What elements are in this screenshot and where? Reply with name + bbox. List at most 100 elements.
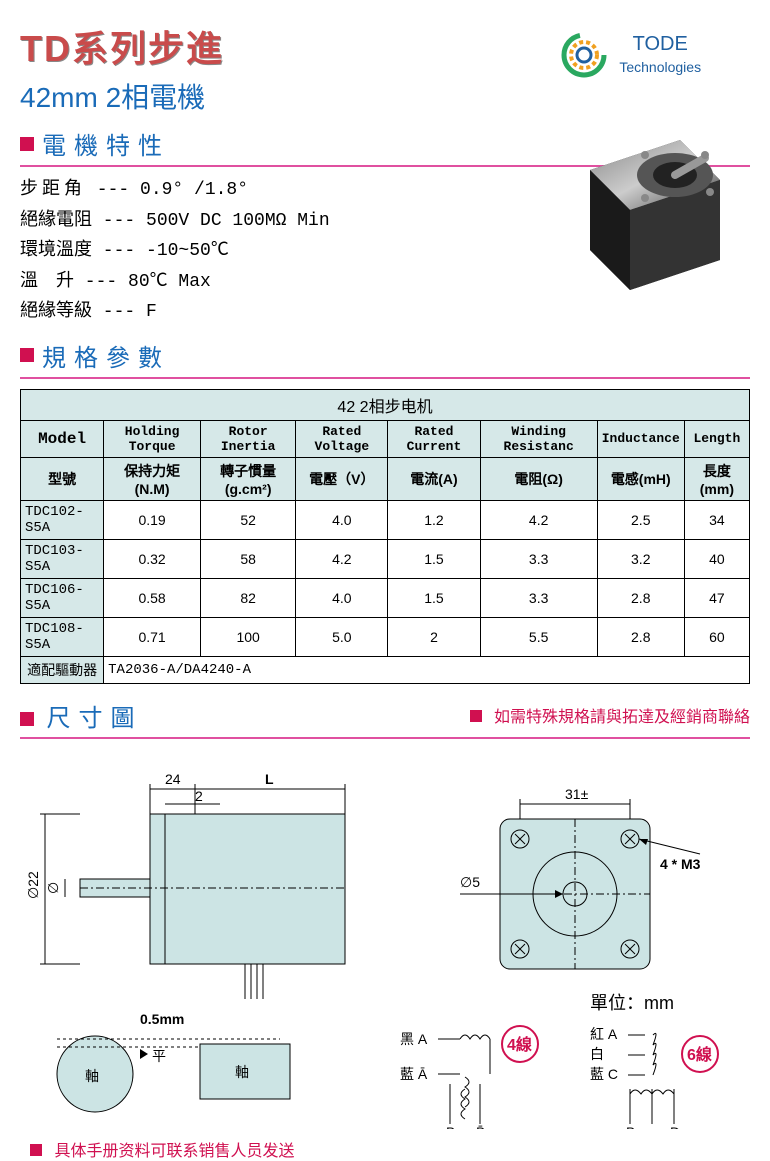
cell-value: 5.5 xyxy=(480,617,597,656)
table-title: 42 2相步电机 xyxy=(21,389,750,420)
cell-value: 40 xyxy=(684,539,749,578)
dimension-drawings: 24 L 2 ∅22 ∅ 31± ∅5 4 * M3 單位：mm 0.5mm 軸 xyxy=(20,749,750,1129)
cell-value: 52 xyxy=(201,500,296,539)
section-params: 規格參數 xyxy=(42,338,170,373)
cell-model: TDC108-S5A xyxy=(21,617,104,656)
cell-value: 2.5 xyxy=(597,500,684,539)
svg-text:∅22: ∅22 xyxy=(25,871,41,899)
spec-value: 500V DC 100MΩ Min xyxy=(146,211,330,231)
cell-value: 60 xyxy=(684,617,749,656)
side-view-drawing: 24 L 2 ∅22 ∅ xyxy=(25,771,345,999)
cell-value: 1.2 xyxy=(388,500,480,539)
spec-value: -10~50℃ xyxy=(146,241,229,261)
cell-value: 0.32 xyxy=(104,539,201,578)
cell-value: 4.2 xyxy=(480,500,597,539)
driver-value: TA2036-A/DA4240-A xyxy=(104,656,750,683)
bullet-icon xyxy=(20,348,34,362)
spec-label: 絕緣電阻 xyxy=(20,211,92,231)
bullet-icon xyxy=(470,710,482,722)
cell-model: TDC102-S5A xyxy=(21,500,104,539)
cell-value: 2.8 xyxy=(597,617,684,656)
unit-label: 單位：mm xyxy=(590,993,674,1013)
cell-value: 34 xyxy=(684,500,749,539)
cell-value: 4.0 xyxy=(296,578,388,617)
cell-value: 82 xyxy=(201,578,296,617)
wiring-4: 黑 A 4線 藍 Ā B B̄ 白 綠 xyxy=(400,1026,538,1129)
cell-value: 58 xyxy=(201,539,296,578)
table-header-cn: 型號 保持力矩 (N.M) 轉子慣量 (g.cm²) 電壓（V） 電流(A) 電… xyxy=(21,457,750,500)
svg-text:黑 A: 黑 A xyxy=(400,1031,428,1047)
col-header: 電感(mH) xyxy=(597,457,684,500)
cell-value: 100 xyxy=(201,617,296,656)
col-header: Rated Voltage xyxy=(296,420,388,457)
svg-text:B: B xyxy=(446,1124,455,1129)
spec-label: 溫 升 xyxy=(20,272,74,292)
cell-value: 4.2 xyxy=(296,539,388,578)
bullet-icon xyxy=(20,712,34,726)
cell-value: 3.3 xyxy=(480,578,597,617)
section-dimensions: 尺寸圖 xyxy=(46,705,142,732)
cell-value: 3.2 xyxy=(597,539,684,578)
table-row: TDC108-S5A0.711005.025.52.860 xyxy=(21,617,750,656)
logo-icon xyxy=(559,30,609,80)
svg-text:D: D xyxy=(670,1124,680,1129)
svg-text:紅 A: 紅 A xyxy=(590,1026,618,1042)
cell-value: 2 xyxy=(388,617,480,656)
col-header: 長度(mm) xyxy=(684,457,749,500)
table-row: TDC102-S5A0.19524.01.24.22.534 xyxy=(21,500,750,539)
svg-text:B: B xyxy=(626,1124,635,1129)
cell-value: 47 xyxy=(684,578,749,617)
product-photo xyxy=(550,110,740,300)
cell-value: 5.0 xyxy=(296,617,388,656)
col-model-en: Model xyxy=(21,420,104,457)
cell-value: 2.8 xyxy=(597,578,684,617)
logo-name: TODE xyxy=(633,33,688,55)
spec-value: F xyxy=(146,302,157,322)
svg-text:∅5: ∅5 xyxy=(460,874,480,890)
col-header: 電阻(Ω) xyxy=(480,457,597,500)
spec-label: 絕緣等級 xyxy=(20,302,92,322)
driver-label: 適配驅動器 xyxy=(21,656,104,683)
cell-value: 0.71 xyxy=(104,617,201,656)
bullet-icon xyxy=(30,1144,42,1156)
svg-text:L: L xyxy=(265,771,274,787)
col-header: 電壓（V） xyxy=(296,457,388,500)
col-header: Rated Current xyxy=(388,420,480,457)
cell-value: 4.0 xyxy=(296,500,388,539)
divider xyxy=(20,377,750,379)
col-header: Rotor Inertia xyxy=(201,420,296,457)
svg-text:24: 24 xyxy=(165,771,181,787)
svg-text:藍 C: 藍 C xyxy=(590,1066,618,1082)
table-row: TDC106-S5A0.58824.01.53.32.847 xyxy=(21,578,750,617)
col-header: Length xyxy=(684,420,749,457)
cell-value: 1.5 xyxy=(388,578,480,617)
cell-value: 0.58 xyxy=(104,578,201,617)
spec-label: 步距角 xyxy=(20,175,86,206)
svg-text:6線: 6線 xyxy=(687,1045,712,1064)
col-model-cn: 型號 xyxy=(21,457,104,500)
col-header: Winding Resistanc xyxy=(480,420,597,457)
bullet-icon xyxy=(20,137,34,151)
svg-text:白: 白 xyxy=(590,1046,604,1062)
svg-text:軸: 軸 xyxy=(85,1068,99,1084)
brand-logo: TODE Technologies xyxy=(520,30,740,80)
cell-value: 3.3 xyxy=(480,539,597,578)
section-characteristics: 電機特性 xyxy=(42,126,170,161)
contact-note: 如需特殊規格請與拓達及經銷商聯絡 xyxy=(494,709,750,726)
svg-text:B̄: B̄ xyxy=(476,1124,485,1129)
svg-text:4線: 4線 xyxy=(507,1035,532,1054)
footer-note: 具体手册资料可联系销售人员发送 xyxy=(54,1143,294,1160)
logo-sub: Technologies xyxy=(619,59,701,75)
table-row: TDC103-S5A0.32584.21.53.33.240 xyxy=(21,539,750,578)
cell-value: 1.5 xyxy=(388,539,480,578)
cell-model: TDC103-S5A xyxy=(21,539,104,578)
divider xyxy=(20,737,750,739)
col-header: Holding Torque xyxy=(104,420,201,457)
table-header-en: Model Holding Torque Rotor Inertia Rated… xyxy=(21,420,750,457)
svg-text:4 * M3: 4 * M3 xyxy=(660,856,701,872)
svg-text:2: 2 xyxy=(195,788,203,804)
front-view-drawing: 31± ∅5 4 * M3 xyxy=(460,786,701,969)
cell-model: TDC106-S5A xyxy=(21,578,104,617)
spec-label: 環境溫度 xyxy=(20,241,92,261)
svg-text:31±: 31± xyxy=(565,786,589,802)
